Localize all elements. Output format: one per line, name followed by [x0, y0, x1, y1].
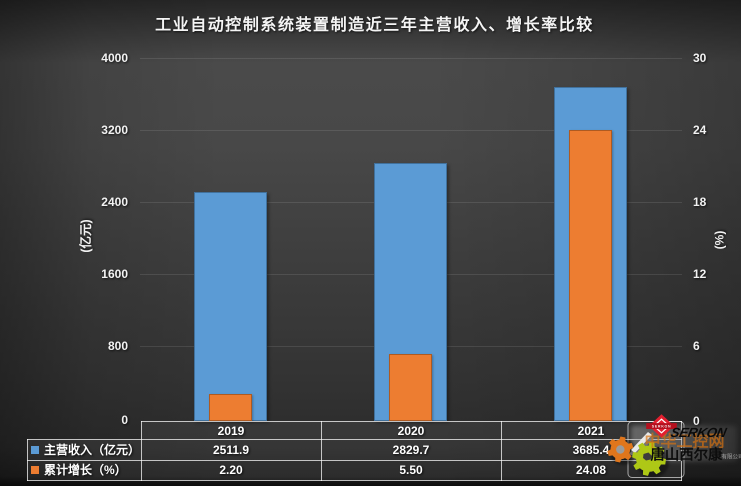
svg-text:有限公司: 有限公司 — [722, 453, 741, 461]
svg-text:SERKON: SERKON — [652, 425, 672, 429]
svg-text:唐山西尔康: 唐山西尔康 — [651, 445, 724, 463]
svg-text:中华工控网: 中华工控网 — [645, 432, 725, 451]
svg-text:SERKON: SERKON — [669, 425, 728, 440]
